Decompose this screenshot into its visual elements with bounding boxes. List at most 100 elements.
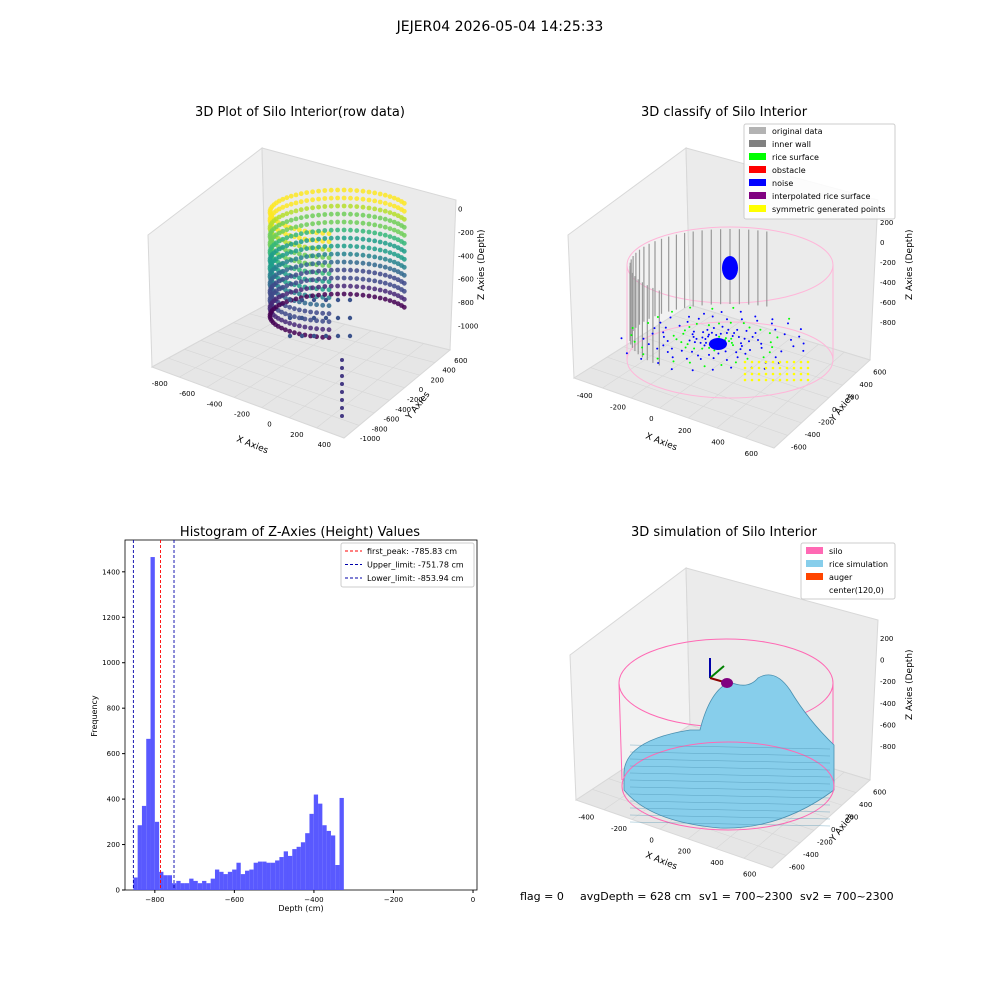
simulation-mesh-line (629, 821, 831, 827)
raw-point (382, 200, 388, 206)
raw-point (401, 256, 407, 262)
raw-point (326, 263, 332, 269)
histogram-legend-label: first_peak: -785.83 cm (367, 547, 457, 556)
classify-point (754, 332, 757, 334)
raw-point (354, 268, 360, 273)
classify-ztick: -800 (880, 319, 896, 327)
classify-point (685, 357, 688, 360)
classify-legend-swatch (749, 205, 766, 212)
raw-point (391, 235, 397, 241)
raw-gridline (233, 322, 420, 376)
raw-point (284, 251, 290, 257)
raw-point (298, 263, 304, 269)
raw-point (298, 223, 304, 229)
classify-point (746, 357, 749, 360)
classify-symmetric-point (771, 378, 775, 382)
classify-symmetric-point (743, 366, 747, 370)
simulation-ytick: 400 (859, 801, 872, 809)
histogram-bar (305, 833, 310, 890)
raw-point (382, 264, 388, 270)
classify-point (754, 315, 757, 318)
classify-point (686, 320, 689, 323)
raw-point (280, 204, 286, 210)
histogram-bar (330, 835, 336, 890)
simulation-xtick: -400 (578, 814, 594, 822)
raw-point (288, 201, 294, 207)
classify-point (712, 327, 715, 329)
raw-point (335, 315, 341, 321)
raw-point (322, 260, 328, 265)
raw-point (341, 275, 347, 281)
classify-point (792, 345, 795, 348)
raw-point (382, 216, 388, 222)
raw-point (280, 276, 286, 282)
classify-ztick: -600 (880, 299, 896, 307)
raw-point (298, 271, 304, 277)
histogram-bars (133, 557, 344, 890)
raw-point (372, 198, 378, 204)
classify-point (666, 340, 669, 342)
raw-point (283, 311, 288, 317)
classify-point (715, 334, 718, 336)
raw-point (382, 288, 388, 294)
classify-point (733, 332, 736, 334)
raw-point (298, 231, 304, 237)
raw-point (326, 271, 332, 277)
raw-ztick: -1000 (458, 322, 478, 330)
raw-point (372, 246, 378, 252)
raw-point (302, 300, 308, 306)
raw-point (401, 264, 407, 270)
histogram-bar (227, 871, 233, 890)
raw-point (335, 267, 340, 273)
raw-point (360, 220, 366, 226)
raw-point (323, 315, 329, 321)
classify-point (740, 342, 742, 345)
raw-point (382, 232, 388, 238)
raw-point (340, 398, 344, 402)
classify-ytick: 0 (832, 406, 836, 414)
histogram-ytick-label: 1400 (102, 568, 120, 576)
raw-point (288, 241, 294, 247)
classify-point (718, 335, 721, 338)
classify-symmetric-point (757, 378, 761, 382)
classify-point (692, 335, 695, 338)
raw-point (310, 269, 315, 275)
raw-point (341, 219, 347, 225)
raw-point (335, 219, 340, 225)
histogram-legend-frame (340, 542, 475, 588)
raw-point (280, 260, 286, 266)
simulation-ztick: 200 (880, 635, 893, 643)
histogram-bar (150, 557, 155, 890)
raw-point (280, 228, 286, 234)
classify-xtick: 600 (745, 450, 758, 458)
simulation-legend-label: auger (829, 573, 853, 582)
raw-point (382, 224, 388, 230)
raw-point (377, 287, 383, 293)
raw-point (311, 315, 317, 321)
classify-symmetric-point (785, 360, 789, 364)
raw-point (284, 283, 290, 289)
raw-point (382, 280, 388, 286)
classify-point (642, 353, 645, 356)
raw-point (366, 253, 372, 259)
raw-point (340, 374, 344, 378)
classify-symmetric-point (764, 372, 768, 376)
raw-point (328, 291, 334, 297)
classify-tick-labels: -400-2000200400600-600-400-2000200400600… (577, 219, 896, 458)
raw-point (304, 214, 310, 220)
raw-point (354, 212, 360, 218)
raw-point (366, 189, 372, 195)
raw-point (377, 199, 383, 205)
raw-point (284, 203, 290, 209)
footer-sv1: sv1 = 700~2300 (699, 890, 793, 903)
classify-legend-label: original data (772, 127, 823, 136)
simulation-mesh-line (629, 800, 831, 806)
raw-point (377, 239, 383, 245)
classify-symmetric-point (757, 360, 761, 364)
classify-point (701, 336, 704, 339)
raw-point (326, 255, 332, 261)
classify-legend-label: interpolated rice surface (772, 192, 870, 201)
panel-raw-3d: 3D Plot of Silo Interior(row data) X Axi… (147, 105, 487, 456)
classify-point (699, 358, 702, 360)
classify-point (724, 337, 727, 340)
